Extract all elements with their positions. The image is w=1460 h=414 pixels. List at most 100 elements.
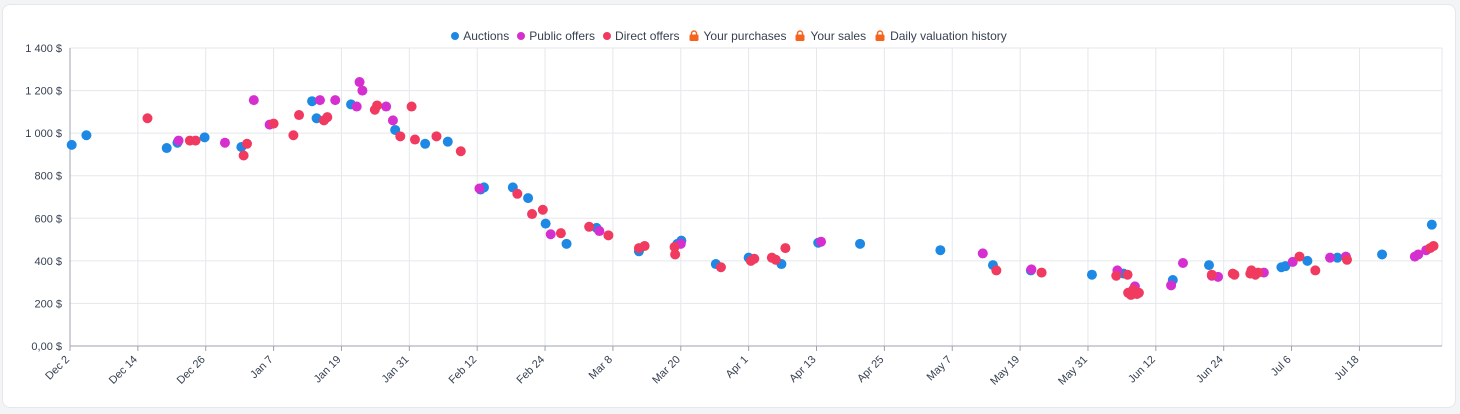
public-offers-point <box>173 135 184 146</box>
x-tick-label: Feb 12 <box>447 354 480 387</box>
auctions-point <box>1377 249 1388 260</box>
public-offers-point <box>474 183 485 194</box>
auctions-point <box>420 138 431 149</box>
y-tick-label: 400 $ <box>34 256 62 268</box>
direct-offers-point <box>238 150 249 161</box>
legend-label: Auctions <box>463 29 510 43</box>
public-offers-dot-icon <box>517 32 526 40</box>
direct-offers-point <box>372 100 383 111</box>
direct-offers-point <box>715 262 726 273</box>
x-tick-label: Dec 2 <box>43 354 72 383</box>
direct-offers-point <box>1310 265 1321 276</box>
direct-offers-point <box>142 113 153 124</box>
auctions-point <box>81 130 92 141</box>
y-tick-label: 1 000 $ <box>25 128 62 140</box>
direct-offers-point <box>1122 269 1133 280</box>
direct-offers-point <box>406 101 417 112</box>
direct-offers-point <box>1133 287 1144 298</box>
direct-offers-point <box>555 228 566 239</box>
shopping-bag-icon <box>689 30 699 41</box>
direct-offers-point <box>455 146 466 157</box>
direct-offers-point <box>190 135 201 146</box>
direct-offers-point <box>537 204 548 215</box>
direct-offers-point <box>512 188 523 199</box>
x-tick-label: Jan 31 <box>380 354 412 386</box>
x-tick-label: Mar 20 <box>650 354 683 387</box>
direct-offers-point <box>670 249 681 260</box>
x-tick-label: Jun 12 <box>1126 354 1158 386</box>
x-tick-label: Mar 8 <box>587 354 615 382</box>
direct-offers-point <box>1253 267 1264 278</box>
public-offers-point <box>816 236 827 247</box>
public-offers-point <box>594 226 605 237</box>
direct-offers-point <box>1036 267 1047 278</box>
x-tick-label: Feb 24 <box>514 354 547 387</box>
public-offers-point <box>1287 256 1298 267</box>
auctions-dot-icon <box>451 32 460 40</box>
direct-offers-point <box>242 138 253 149</box>
direct-offers-point <box>1229 269 1240 280</box>
shopping-bag-icon <box>875 30 885 41</box>
y-tick-label: 1 200 $ <box>25 86 62 98</box>
x-tick-label: Dec 14 <box>107 354 140 387</box>
auctions-point <box>1086 269 1097 280</box>
direct-offers-point <box>991 265 1002 276</box>
auctions-point <box>1280 261 1291 272</box>
auctions-point <box>1332 252 1343 263</box>
auctions-point <box>855 238 866 249</box>
chart-legend: Auctions Public offers Direct offers You… <box>3 29 1455 43</box>
legend-label: Your sales <box>810 29 867 43</box>
x-tick-label: May 19 <box>988 354 1022 388</box>
direct-offers-point <box>409 134 420 145</box>
x-tick-label: Apr 13 <box>787 354 818 385</box>
direct-offers-point <box>669 242 680 253</box>
direct-offers-point <box>395 131 406 142</box>
legend-label: Public offers <box>529 29 596 43</box>
direct-offers-point <box>1428 240 1439 251</box>
direct-offers-point <box>322 112 333 123</box>
direct-offers-point <box>770 254 781 265</box>
legend-label: Direct offers <box>615 29 680 43</box>
x-tick-label: Jul 18 <box>1332 354 1361 383</box>
y-tick-label: 800 $ <box>34 171 62 183</box>
legend-item-direct-offers[interactable]: Direct offers <box>603 29 680 43</box>
auctions-point <box>307 96 318 107</box>
direct-offers-point <box>288 130 299 141</box>
public-offers-point <box>1413 249 1424 260</box>
legend-item-daily-valuation-history[interactable]: Daily valuation history <box>874 29 1007 43</box>
legend-item-auctions[interactable]: Auctions <box>451 29 509 43</box>
public-offers-point <box>1325 252 1336 263</box>
auctions-point <box>561 238 572 249</box>
x-tick-label: May 7 <box>925 354 955 384</box>
x-tick-label: Apr 25 <box>855 354 886 385</box>
direct-offers-point <box>527 209 538 220</box>
y-tick-label: 1 400 $ <box>25 43 62 55</box>
auctions-point <box>523 193 534 204</box>
y-tick-label: 600 $ <box>34 213 62 225</box>
public-offers-point <box>387 115 398 126</box>
direct-offers-point <box>1341 254 1352 265</box>
auctions-point <box>161 143 172 154</box>
x-tick-label: Jul 6 <box>1269 354 1294 379</box>
public-offers-point <box>248 95 259 106</box>
auctions-point <box>442 136 453 147</box>
x-tick-label: May 31 <box>1056 354 1090 388</box>
x-tick-label: Apr 1 <box>724 354 751 381</box>
direct-offers-point <box>1294 251 1305 262</box>
legend-item-your-purchases[interactable]: Your purchases <box>688 29 786 43</box>
legend-item-your-sales[interactable]: Your sales <box>794 29 866 43</box>
y-tick-label: 0,00 $ <box>31 341 62 353</box>
auctions-point <box>1203 260 1214 271</box>
public-offers-point <box>357 85 368 96</box>
public-offers-point <box>1177 257 1188 268</box>
auctions-point <box>540 218 551 229</box>
public-offers-point <box>219 137 230 148</box>
legend-item-public-offers[interactable]: Public offers <box>517 29 595 43</box>
auctions-point <box>935 245 946 256</box>
direct-offers-point <box>268 118 279 129</box>
public-offers-point <box>381 101 392 112</box>
public-offers-point <box>1026 264 1037 275</box>
direct-offers-point <box>1111 270 1122 281</box>
direct-offers-point <box>431 131 442 142</box>
